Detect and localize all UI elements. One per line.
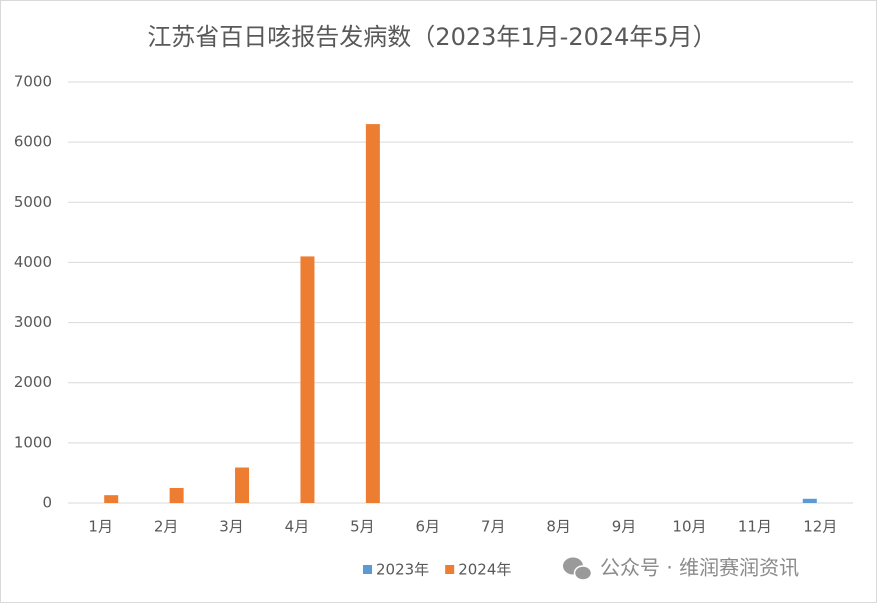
x-tick-label: 4月 — [285, 518, 310, 536]
x-tick-label: 5月 — [350, 518, 375, 536]
legend-label: 2024年 — [458, 561, 511, 579]
legend-swatch — [445, 565, 455, 574]
x-tick-label: 11月 — [738, 518, 772, 536]
chart-title: 江苏省百日咳报告发病数（2023年1月-2024年5月） — [147, 23, 716, 51]
y-tick-label: 1000 — [14, 433, 52, 451]
y-tick-label: 7000 — [14, 73, 52, 91]
y-tick-label: 0 — [42, 494, 52, 512]
x-tick-label: 6月 — [416, 518, 441, 536]
y-tick-label: 4000 — [14, 253, 52, 271]
legend-label: 2023年 — [376, 561, 429, 579]
x-tick-label: 7月 — [481, 518, 506, 536]
y-tick-label: 6000 — [14, 133, 52, 151]
y-tick-label: 5000 — [14, 193, 52, 211]
x-tick-label: 10月 — [672, 518, 706, 536]
y-tick-label: 3000 — [14, 313, 52, 331]
wechat-icon — [563, 557, 593, 581]
bar — [169, 487, 184, 503]
x-tick-label: 3月 — [219, 518, 244, 536]
x-tick-label: 2月 — [154, 518, 179, 536]
watermark: 公众号 · 维润赛润资讯 — [600, 556, 799, 580]
bar — [365, 124, 380, 503]
y-tick-label: 2000 — [14, 373, 52, 391]
x-tick-label: 12月 — [803, 518, 837, 536]
bar — [300, 256, 315, 503]
x-tick-label: 9月 — [612, 518, 637, 536]
x-tick-label: 8月 — [546, 518, 571, 536]
x-tick-label: 1月 — [88, 518, 113, 536]
bar — [104, 495, 119, 503]
bar — [235, 467, 250, 503]
legend-swatch — [363, 565, 372, 574]
bar — [802, 498, 817, 503]
